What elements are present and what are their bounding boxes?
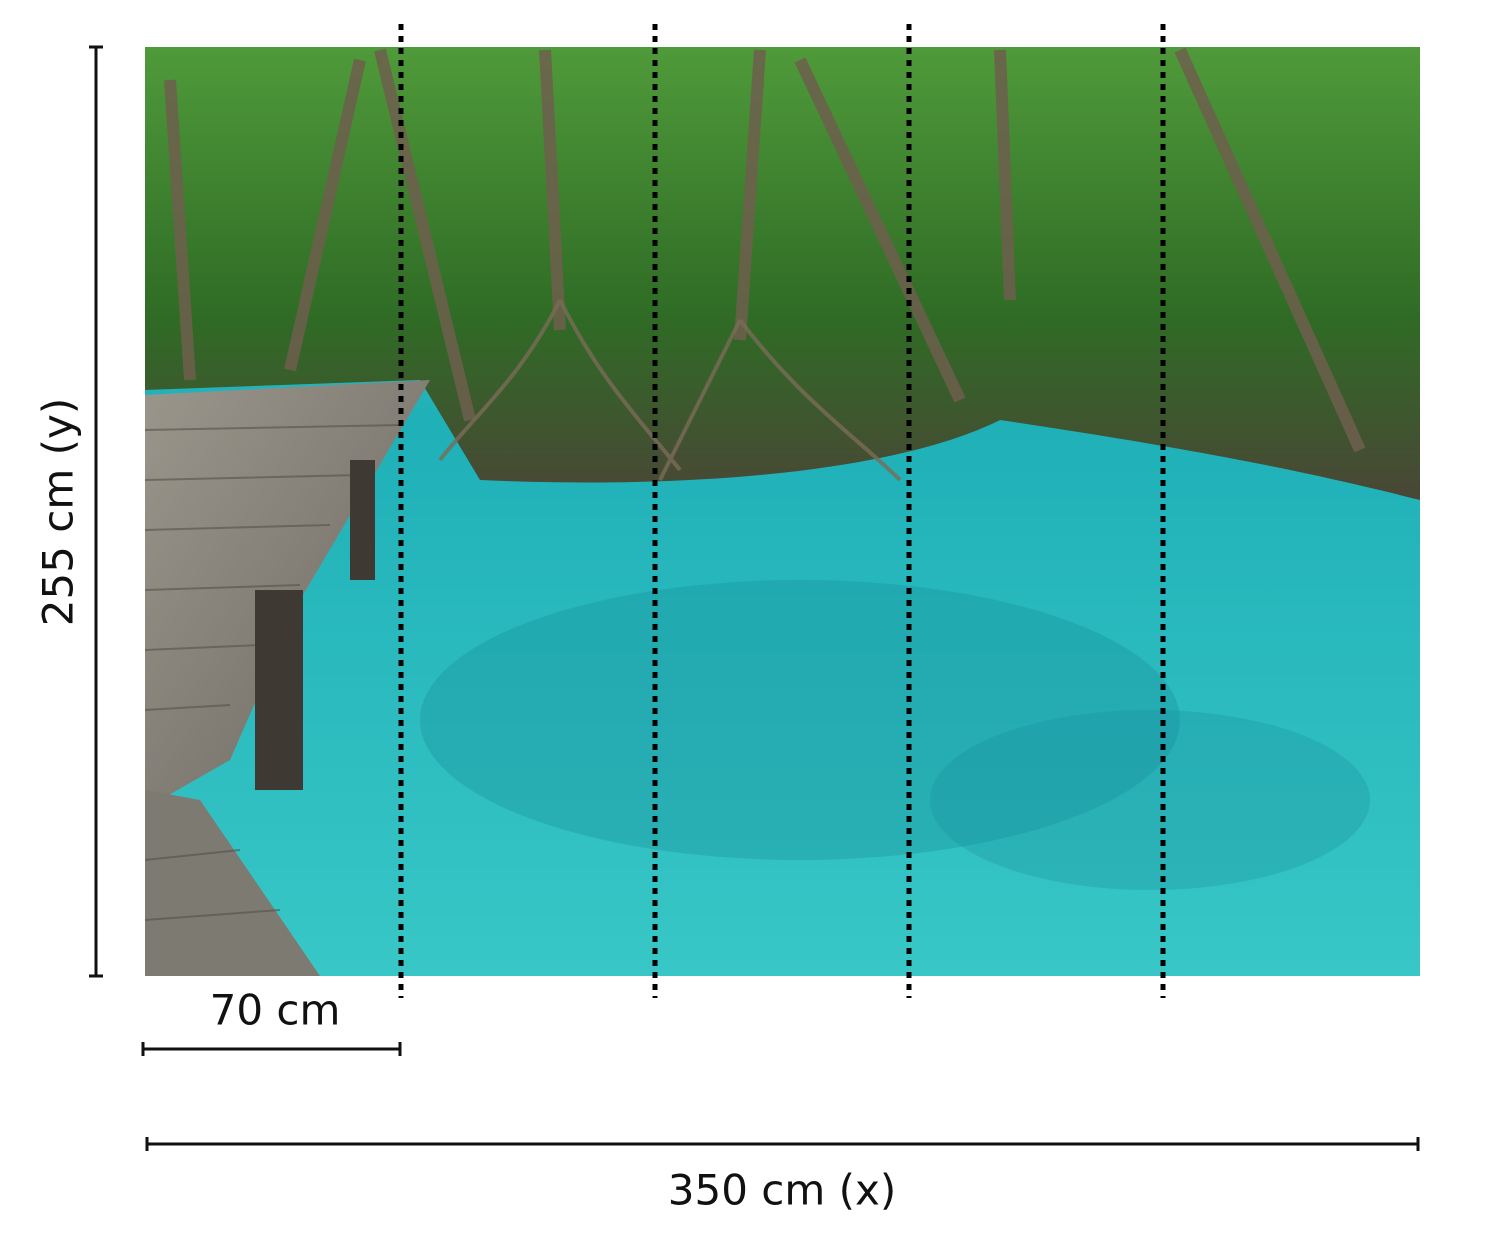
total-width-dimension-line bbox=[145, 1137, 1420, 1151]
total-width-label: 350 cm (x) bbox=[667, 1165, 897, 1215]
panel-width-label: 70 cm bbox=[209, 985, 341, 1035]
height-label: 255 cm (y) bbox=[33, 397, 83, 627]
height-dimension-line bbox=[89, 45, 103, 978]
panel-width-dimension-line bbox=[141, 1042, 402, 1056]
mural-photo bbox=[145, 47, 1420, 976]
